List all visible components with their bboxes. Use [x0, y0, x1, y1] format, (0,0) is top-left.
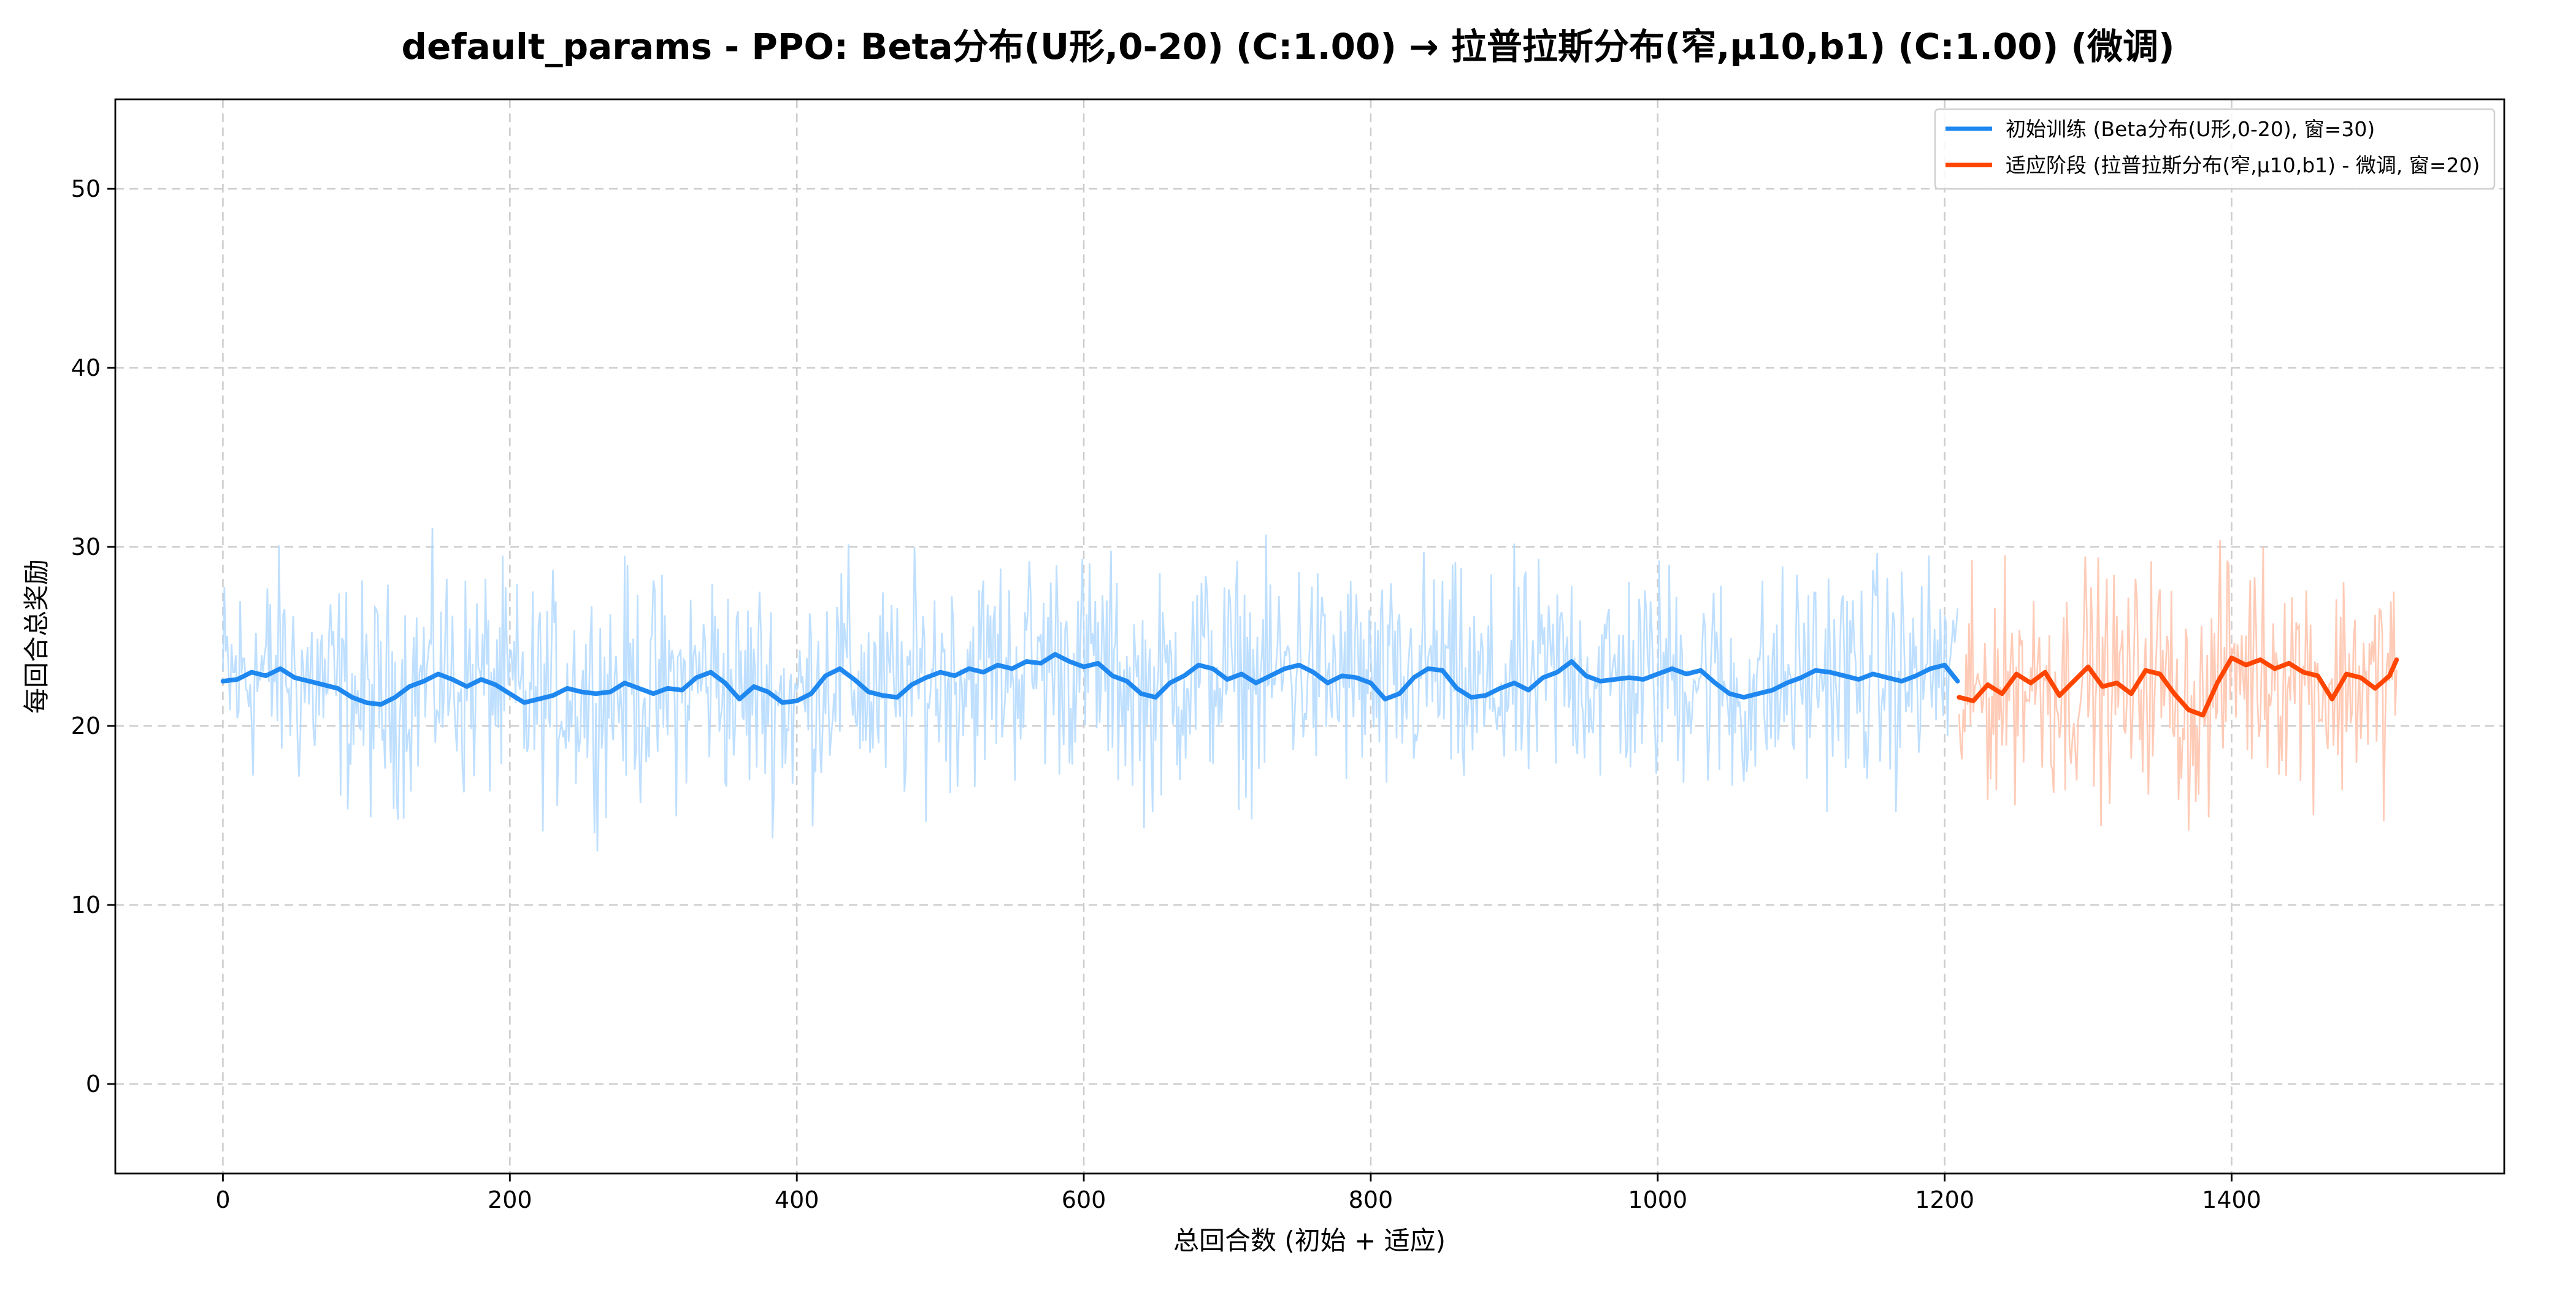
- legend-label-initial-training: 初始训练 (Beta分布(U形,0-20), 窗=30): [2006, 117, 2375, 141]
- y-tick-label-40: 40: [71, 354, 101, 381]
- smoothed-series: [220, 652, 2399, 718]
- series-line-initial-training: [220, 652, 1960, 707]
- legend-frame: [1934, 108, 2496, 190]
- chart-legend: 初始训练 (Beta分布(U形,0-20), 窗=30) 适应阶段 (拉普拉斯分…: [1934, 108, 2496, 190]
- x-tick-label-800: 800: [1349, 1186, 1393, 1213]
- y-tick-label-20: 20: [71, 712, 101, 739]
- y-axis-ticks: 0 10 20 30 40 50: [71, 175, 115, 1097]
- plot-area-frame: [114, 98, 2505, 1175]
- x-axis-label: 总回合数 (初始 + 适应): [1173, 1226, 1446, 1256]
- x-tick-label-1400: 1400: [2202, 1186, 2261, 1213]
- x-tick-label-1000: 1000: [1628, 1186, 1687, 1213]
- x-tick-label-400: 400: [775, 1186, 819, 1213]
- y-axis-label: 每回合总奖励: [21, 559, 52, 714]
- legend-label-adaptation: 适应阶段 (拉普拉斯分布(窄,μ10,b1) - 微调, 窗=20): [2006, 153, 2480, 177]
- x-tick-label-200: 200: [488, 1186, 532, 1213]
- raw-trace-initial-training: [222, 527, 1958, 852]
- y-tick-label-30: 30: [71, 533, 101, 560]
- y-tick-label-10: 10: [71, 891, 101, 918]
- chart-title: default_params - PPO: Beta分布(U形,0-20) (C…: [401, 26, 2174, 67]
- y-tick-label-0: 0: [86, 1071, 101, 1097]
- x-axis-ticks: 0 200 400 600 800 1000 1200 1400: [215, 1174, 2261, 1213]
- x-tick-label-600: 600: [1062, 1186, 1106, 1213]
- y-tick-label-50: 50: [71, 175, 101, 202]
- x-tick-label-1200: 1200: [1915, 1186, 1974, 1213]
- x-tick-label-0: 0: [215, 1186, 230, 1213]
- series-line-adaptation: [1957, 655, 2399, 718]
